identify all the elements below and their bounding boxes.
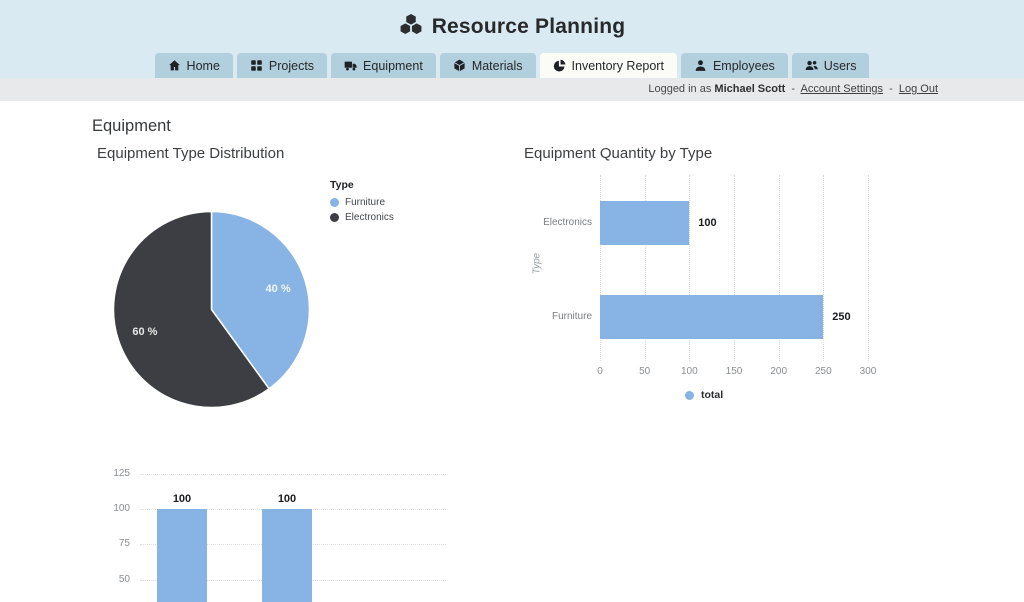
tab-materials[interactable]: Materials bbox=[439, 53, 536, 78]
legend-dot-icon bbox=[330, 198, 339, 207]
gridline bbox=[600, 175, 601, 361]
pie-chart: 40 % 60 % bbox=[110, 208, 313, 411]
y-tick-label: 50 bbox=[118, 573, 130, 585]
tab-label: Equipment bbox=[363, 58, 423, 73]
y-tick-label: 125 bbox=[113, 467, 130, 479]
log-out-link[interactable]: Log Out bbox=[898, 83, 938, 95]
tab-home[interactable]: Home bbox=[154, 53, 233, 78]
gridline bbox=[644, 175, 646, 361]
gridline bbox=[689, 175, 691, 361]
pie-legend-item: Electronics bbox=[330, 210, 394, 225]
app-title: Resource Planning bbox=[431, 14, 626, 38]
category-label: Electronics bbox=[543, 217, 592, 228]
brand: Resource Planning bbox=[0, 12, 1024, 40]
tab-label: Employees bbox=[712, 58, 775, 73]
tab-label: Materials bbox=[471, 58, 523, 73]
x-tick-label: 0 bbox=[597, 366, 603, 377]
x-tick-label: 50 bbox=[639, 366, 651, 377]
bar[interactable] bbox=[262, 509, 312, 602]
y-tick-label: 100 bbox=[113, 503, 130, 514]
home-icon bbox=[168, 59, 181, 72]
bar-furniture[interactable] bbox=[600, 295, 824, 339]
pie-legend-item: Furniture bbox=[330, 195, 394, 210]
page-title: Equipment bbox=[92, 117, 171, 135]
users-icon bbox=[805, 59, 818, 72]
user-icon bbox=[694, 59, 707, 72]
x-tick-label: 250 bbox=[814, 366, 832, 377]
gridline bbox=[778, 175, 780, 361]
pie-slice-furniture[interactable] bbox=[210, 210, 311, 390]
pie-legend-title: Type bbox=[330, 179, 354, 191]
bar-value-label: 100 bbox=[698, 217, 717, 229]
tab-equipment[interactable]: Equipment bbox=[331, 53, 436, 78]
x-tick-label: 150 bbox=[725, 366, 743, 377]
x-tick-label: 300 bbox=[859, 366, 877, 377]
main-nav: Home Projects Equipment Materials Inventory … bbox=[0, 53, 1024, 78]
bar[interactable] bbox=[157, 509, 207, 602]
hbar-legend: total bbox=[685, 389, 723, 401]
gridline bbox=[823, 175, 825, 361]
projects-grid-icon bbox=[250, 59, 263, 72]
pie-chart-title: Equipment Type Distribution bbox=[97, 145, 285, 162]
pie-chart-icon bbox=[553, 59, 566, 72]
cubes-icon bbox=[399, 12, 423, 40]
session-prefix: Logged in as bbox=[648, 83, 712, 95]
session-separator: - bbox=[889, 83, 893, 95]
pie-legend-label: Electronics bbox=[345, 212, 394, 223]
legend-dot-icon bbox=[685, 390, 694, 400]
bar-value-label: 250 bbox=[832, 311, 851, 323]
tab-label: Home bbox=[186, 58, 220, 73]
pie-slice-label: 60 % bbox=[132, 326, 157, 338]
tab-label: Inventory Report bbox=[571, 58, 664, 73]
series-name: total bbox=[701, 389, 724, 401]
session-bar: Logged in as Michael Scott - Account Set… bbox=[0, 78, 1024, 101]
bar-electronics[interactable] bbox=[600, 201, 690, 245]
bar-value-label: 100 bbox=[172, 493, 192, 505]
gridline bbox=[868, 175, 869, 361]
legend-dot-icon bbox=[330, 213, 339, 222]
hbar-chart: 0 50 100 150 200 250 300 Electronics 100 Furnitur… bbox=[520, 165, 940, 415]
tab-employees[interactable]: Employees bbox=[680, 53, 788, 78]
tab-label: Projects bbox=[268, 58, 315, 73]
app-header: Resource Planning Home Projects Equipment M… bbox=[0, 0, 1024, 78]
pie-chart-legend: Type Furniture Electronics bbox=[330, 179, 394, 225]
tab-projects[interactable]: Projects bbox=[236, 53, 328, 78]
tab-inventory-report[interactable]: Inventory Report bbox=[539, 53, 677, 78]
bar-value-label: 100 bbox=[277, 493, 297, 505]
box-icon bbox=[453, 59, 466, 72]
pie-slice-label: 40 % bbox=[266, 283, 291, 295]
tab-users[interactable]: Users bbox=[791, 53, 870, 78]
account-settings-link[interactable]: Account Settings bbox=[800, 83, 884, 95]
pie-legend-label: Furniture bbox=[345, 197, 386, 208]
x-tick-label: 100 bbox=[680, 366, 698, 377]
y-axis-label: Type bbox=[531, 252, 543, 275]
tab-label: Users bbox=[823, 58, 857, 73]
pie-slice-electronics[interactable] bbox=[112, 210, 271, 409]
x-tick-label: 200 bbox=[770, 366, 788, 377]
y-tick-label: 75 bbox=[118, 538, 130, 550]
gridline bbox=[140, 473, 446, 475]
session-username: Michael Scott bbox=[714, 83, 786, 95]
truck-icon bbox=[344, 59, 357, 72]
session-separator: - bbox=[791, 83, 796, 95]
vbar-chart: 125 100 75 50 100 100 bbox=[80, 460, 580, 602]
category-label: Furniture bbox=[551, 311, 592, 322]
gridline bbox=[734, 175, 735, 361]
hbar-chart-title: Equipment Quantity by Type bbox=[524, 145, 713, 162]
